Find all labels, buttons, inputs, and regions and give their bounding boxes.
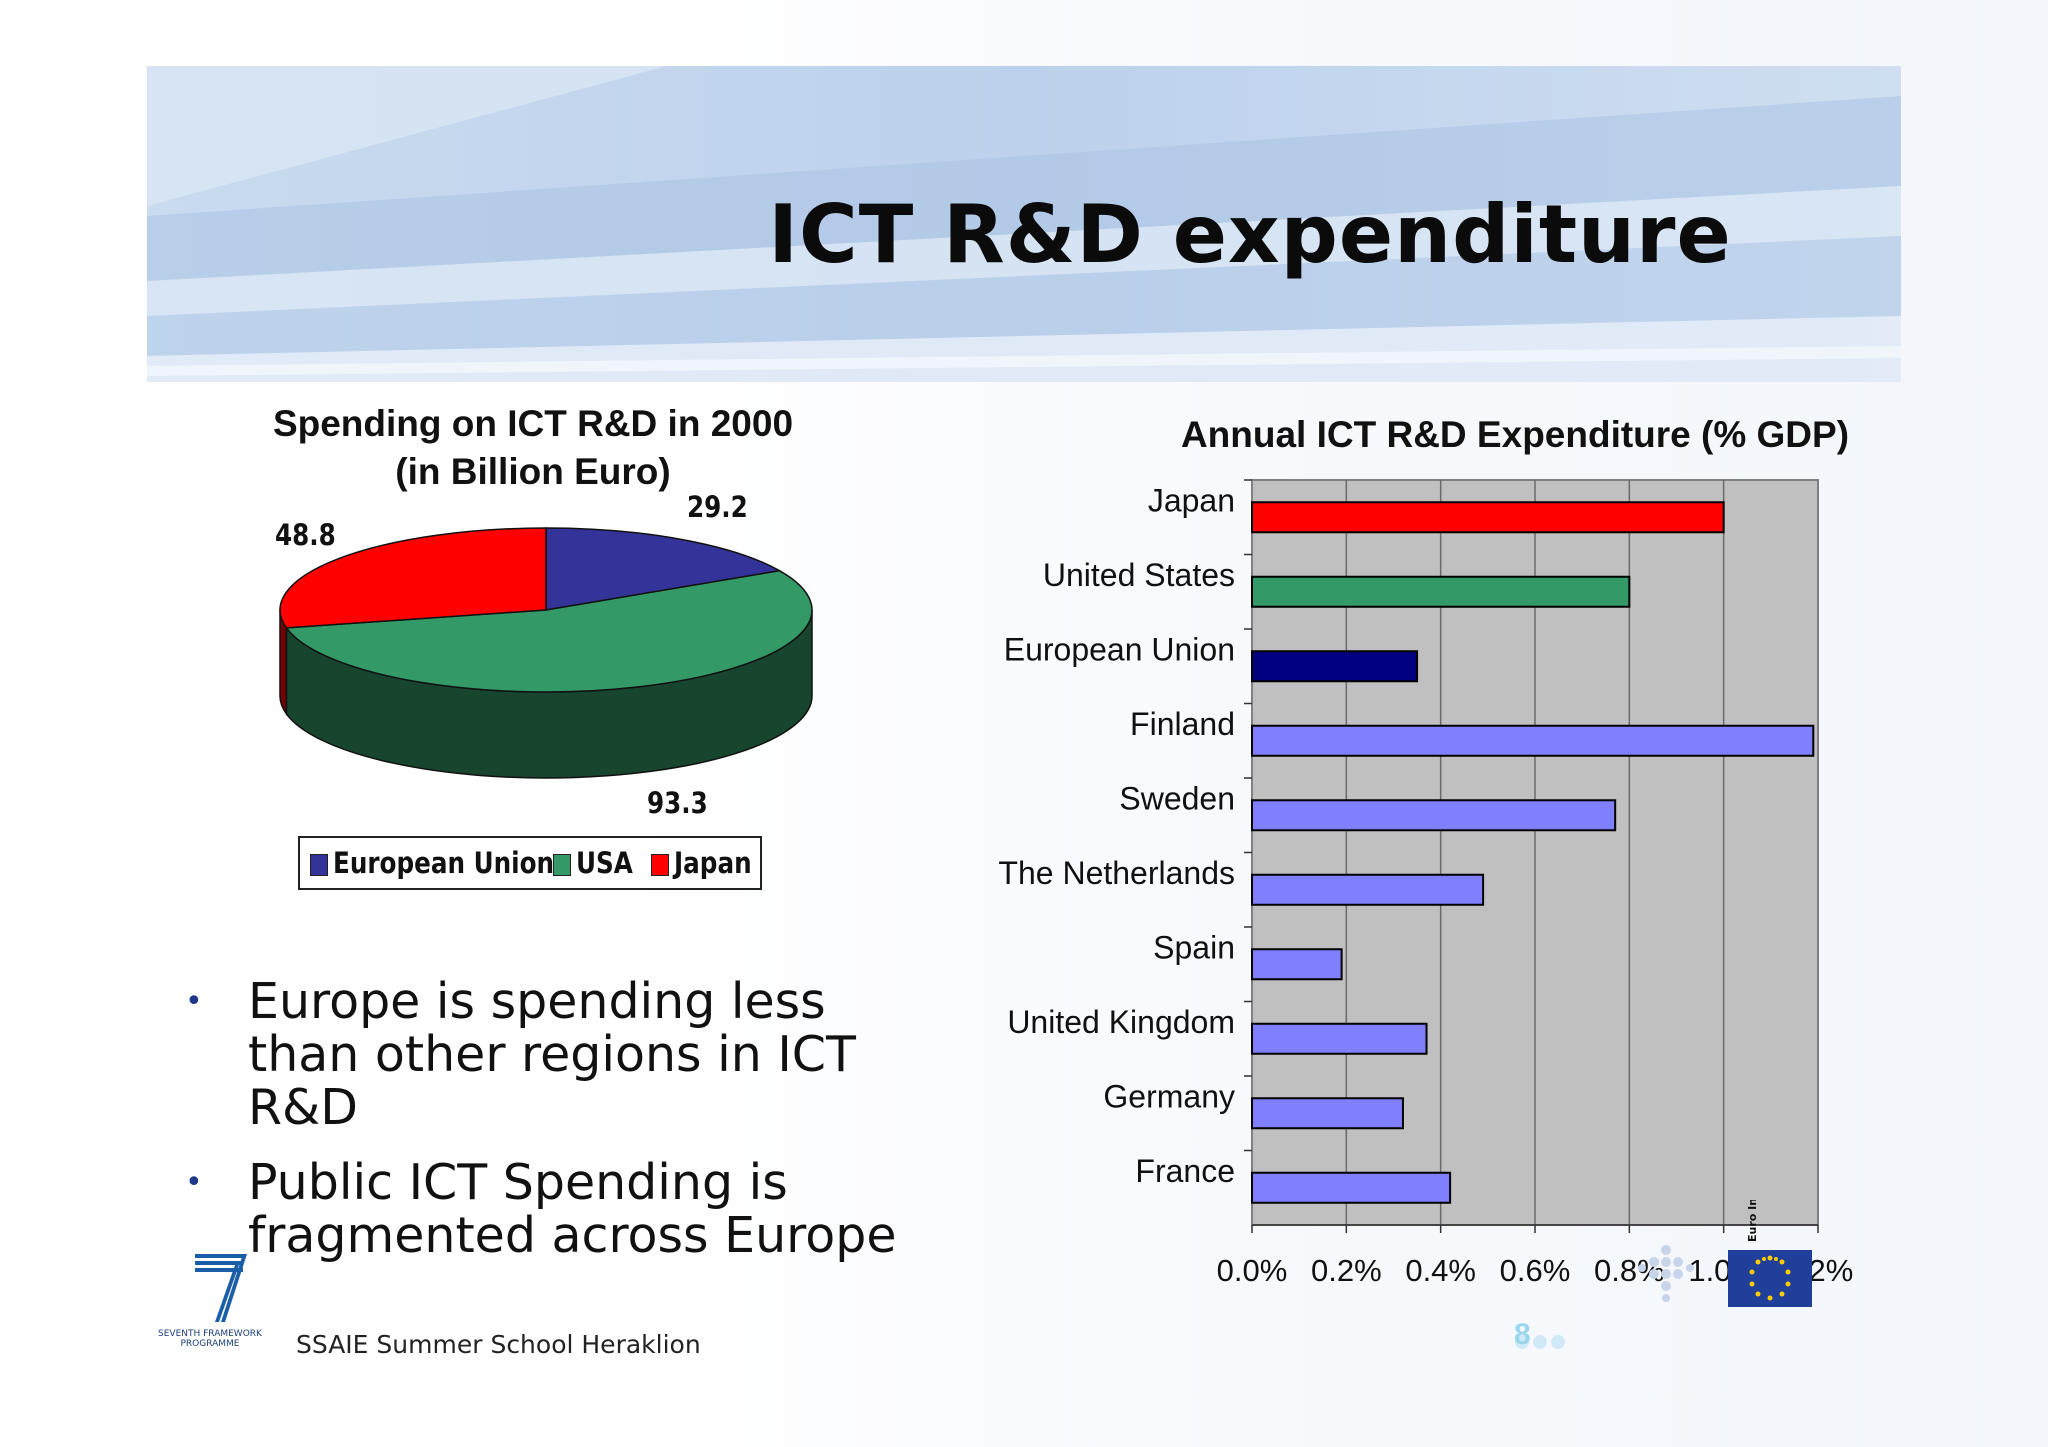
bar-sweden xyxy=(1251,799,1617,832)
bar-france xyxy=(1251,1171,1452,1204)
pie-legend: European Union USA Japan xyxy=(298,836,762,890)
pie-chart-title-line-1: Spending on ICT R&D in 2000 xyxy=(272,403,794,444)
header-banner xyxy=(147,66,1901,382)
pie-slice-japan xyxy=(279,527,547,629)
legend-label-usa: USA xyxy=(576,846,633,880)
pie-value-label-eu: 29.2 xyxy=(687,490,748,524)
bullet-item: • Public ICT Spending is fragmented acro… xyxy=(175,1156,935,1262)
y-category-label: Spain xyxy=(1153,929,1235,965)
bar-the-netherlands xyxy=(1251,873,1485,906)
legend-label-japan: Japan xyxy=(674,846,752,880)
pie-chart-title: Spending on ICT R&D in 2000 (in Billion … xyxy=(200,400,866,496)
pie-slice-european-union xyxy=(545,527,782,611)
pie-slice-usa xyxy=(284,569,813,693)
bar-chart-title: Annual ICT R&D Expenditure (% GDP) xyxy=(1180,414,1850,455)
pie-value-label-japan: 48.8 xyxy=(275,518,336,552)
bar-chart: 0.0% 0.2% 0.4% 0.6% 0.8% 1.0% 1.2%JapanUnited … xyxy=(998,479,1853,1288)
bullet-text: Public ICT Spending is fragmented across… xyxy=(248,1154,897,1264)
fp7-logo-line-1: SEVENTH FRAMEWORK xyxy=(158,1329,263,1339)
bar-united-states xyxy=(1251,575,1631,608)
pie-chart xyxy=(279,527,813,779)
bar-united-kingdom xyxy=(1251,1022,1428,1055)
page-number: 8 xyxy=(1514,1318,1531,1351)
pie-value-label-usa: 93.3 xyxy=(647,786,708,820)
legend-swatch-usa xyxy=(553,854,571,876)
y-category-label: Finland xyxy=(1130,706,1235,742)
y-category-label: Japan xyxy=(1148,482,1235,518)
x-tick-label: 0.0% xyxy=(1217,1253,1288,1288)
footer-text: SSAIE Summer School Heraklion xyxy=(296,1330,701,1359)
bullet-item: • Europe is spending less than other reg… xyxy=(175,975,935,1134)
x-tick-label: 0.2% xyxy=(1311,1253,1382,1288)
bar-germany xyxy=(1251,1097,1404,1130)
bar-spain xyxy=(1251,948,1343,981)
bar-finland xyxy=(1251,724,1815,757)
fp7-logo: SEVENTH FRAMEWORK PROGRAMME xyxy=(155,1250,265,1354)
euro-info-logo: Euro Info xyxy=(1630,1185,1830,1319)
x-tick-label: 0.6% xyxy=(1500,1253,1571,1288)
y-category-label: Sweden xyxy=(1119,780,1235,816)
legend-swatch-japan xyxy=(651,854,669,876)
y-category-label: Germany xyxy=(1103,1078,1235,1114)
bullet-list: • Europe is spending less than other reg… xyxy=(175,975,935,1284)
fp7-logo-line-2: PROGRAMME xyxy=(180,1339,239,1349)
bullet-text: Europe is spending less than other regio… xyxy=(248,973,856,1136)
pie-chart-title-line-2: (in Billion Euro) xyxy=(395,451,671,492)
y-category-label: European Union xyxy=(1004,631,1235,667)
legend-label-eu: European Union xyxy=(333,846,555,880)
bullet-icon: • xyxy=(185,984,203,1019)
bullet-icon: • xyxy=(185,1165,203,1200)
bar-european-union xyxy=(1251,650,1419,683)
bar-japan xyxy=(1251,501,1725,534)
y-category-label: France xyxy=(1135,1153,1235,1189)
x-tick-label: 0.4% xyxy=(1405,1253,1476,1288)
y-category-label: United Kingdom xyxy=(1007,1004,1235,1040)
legend-swatch-eu xyxy=(310,854,328,876)
page-dots-icon xyxy=(1515,1335,1565,1349)
page-title: ICT R&D expenditure xyxy=(768,188,1732,281)
euro-info-label: Euro Info xyxy=(1746,1200,1759,1242)
y-category-label: The Netherlands xyxy=(998,855,1235,891)
y-category-label: United States xyxy=(1043,557,1235,593)
